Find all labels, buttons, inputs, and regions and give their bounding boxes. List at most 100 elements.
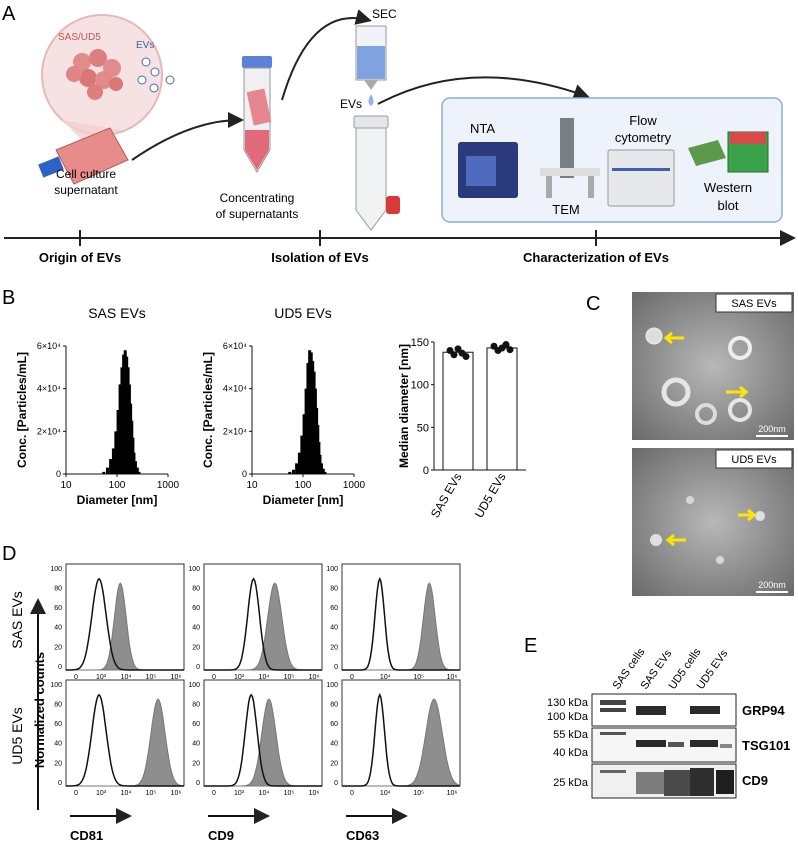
scale-bar-ud5: 200nm: [758, 580, 786, 590]
culture-flask-icon: [38, 127, 129, 185]
row-label-sas: SAS EVs: [9, 591, 25, 649]
flow-xtick-label: 10⁴: [121, 790, 132, 797]
cell-label: SAS/UD5: [58, 32, 101, 43]
flow-control-histogram: [204, 693, 322, 787]
kda-130: 130 kDa: [547, 697, 589, 709]
flow-xtick-label: 10⁶: [447, 674, 458, 681]
median-point: [450, 351, 458, 359]
droplet-icon: [368, 94, 374, 106]
histogram-ytick-label: 2×10⁴: [223, 426, 247, 436]
flow-plot: 0 20 40 60 80 100 0 10⁴ 10⁵ 10⁶: [326, 563, 461, 681]
flow-xtick-label: 10⁵: [146, 790, 157, 797]
flow-plot: 0 20 40 60 80 100 0 10³ 10⁴ 10⁵ 10⁶: [50, 679, 185, 797]
histogram-bar: [302, 414, 306, 474]
histogram-bar: [120, 367, 124, 474]
tem-label-sas: SAS EVs: [731, 298, 777, 310]
arrow-tube-to-sec: [281, 9, 372, 101]
blot-tsg101: [591, 727, 737, 763]
flow-cytometer-icon: [607, 149, 675, 207]
flow-xtick-label: 10³: [234, 790, 245, 797]
histogram-xtick-label: 1000: [343, 480, 366, 491]
sec-column-icon: [355, 25, 387, 90]
flow-plot: 0 20 40 60 80 100 0 10⁴ 10⁵ 10⁶: [326, 679, 461, 797]
median-point: [502, 341, 510, 349]
western-line2: blot: [718, 198, 739, 213]
flow-control-histogram: [204, 577, 322, 671]
flow-ytick-label: 40: [54, 741, 62, 748]
concentrating-line2: of supernatants: [216, 207, 299, 221]
histogram-ytick-label: 0: [242, 469, 247, 479]
histogram-bar: [308, 350, 312, 474]
flow-xtick-label: 10⁵: [413, 674, 424, 681]
histogram-xlabel: Diameter [nm]: [77, 493, 158, 507]
flow-ytick-label: 60: [192, 721, 200, 728]
flow-ytick-label: 100: [50, 682, 62, 689]
histogram-bar: [122, 354, 126, 474]
histogram-bar: [135, 467, 139, 474]
flow-xtick-label: 0: [350, 674, 354, 681]
flow-xtick-label: 0: [350, 790, 354, 797]
histogram-bar: [109, 459, 113, 474]
flow-xtick-label: 10⁴: [380, 674, 391, 681]
flow-ytick-label: 100: [188, 566, 200, 573]
median-ytick-label: 150: [411, 337, 429, 349]
panel-b-letter: B: [2, 287, 15, 309]
timeline-origin: Origin of EVs: [39, 250, 121, 265]
flow-plot: 0 20 40 60 80 100 0 10³ 10⁴ 10⁵ 10⁶: [188, 679, 323, 797]
tem-microscope-icon: [540, 118, 600, 198]
blot-grp94: [591, 693, 737, 727]
histogram-bar: [118, 384, 122, 474]
histogram-xlabel: Diameter [nm]: [263, 493, 344, 507]
cell-culture-line2: supernatant: [54, 183, 118, 197]
histogram-bar: [323, 471, 327, 474]
flow-xtick-label: 0: [74, 674, 78, 681]
flow-ytick-label: 20: [192, 644, 200, 651]
flow-ytick-label: 40: [192, 741, 200, 748]
panel-d: D SAS EVs UD5 EVs Normalized counts 0 20 4…: [2, 543, 461, 843]
histogram-ytick-label: 0: [56, 469, 61, 479]
histogram-ytick-label: 2×10⁴: [37, 426, 61, 436]
histogram-bar: [319, 463, 323, 474]
kda-40: 40 kDa: [553, 747, 589, 759]
kda-55: 55 kDa: [553, 729, 589, 741]
flow-xtick-label: 10⁶: [309, 790, 320, 797]
flow-ytick-label: 20: [54, 760, 62, 767]
flow-ytick-label: 100: [188, 682, 200, 689]
flow-xtick-label: 10⁶: [171, 790, 182, 797]
flow-line1: Flow: [629, 113, 657, 128]
flow-xtick-label: 0: [212, 790, 216, 797]
flow-ytick-label: 80: [192, 701, 200, 708]
flow-ytick-label: 20: [330, 760, 338, 767]
flow-xtick-label: 10⁵: [284, 674, 295, 681]
flow-xtick-label: 10⁴: [380, 790, 391, 797]
panel-c: C SAS EVs 200nm UD5 EVs 200n: [586, 292, 794, 596]
evs-drop-label: EVs: [340, 97, 362, 111]
flow-marker-label: CD9: [208, 828, 234, 843]
tem-image-ud5: UD5 EVs 200nm: [632, 448, 794, 596]
median-category-label: UD5 EVs: [472, 471, 509, 521]
median-bar: [442, 351, 474, 471]
flow-ytick-label: 60: [330, 605, 338, 612]
flow-ytick-label: 20: [330, 644, 338, 651]
histogram-ytick-label: 4×10⁴: [223, 384, 247, 394]
histogram-xtick-label: 100: [109, 480, 126, 491]
western-blot-icon: [688, 131, 769, 173]
scale-bar-sas: 200nm: [758, 424, 786, 434]
ev-particles: [137, 57, 175, 93]
median-point: [506, 346, 514, 354]
panel-e-letter: E: [524, 635, 537, 657]
flow-control-histogram: [66, 577, 184, 671]
histogram-bar: [291, 469, 295, 474]
flow-xtick-label: 0: [212, 674, 216, 681]
histogram-bar: [295, 463, 299, 474]
median-bar: [486, 347, 518, 471]
flow-ytick-label: 20: [54, 644, 62, 651]
flow-xtick-label: 10⁴: [259, 790, 270, 797]
histogram-bar: [137, 471, 141, 474]
flow-ytick-label: 0: [334, 780, 338, 787]
flow-ytick-label: 80: [54, 701, 62, 708]
flow-xtick-label: 10⁵: [413, 790, 424, 797]
median-ytick-label: 50: [417, 422, 429, 434]
flow-ytick-label: 0: [196, 780, 200, 787]
